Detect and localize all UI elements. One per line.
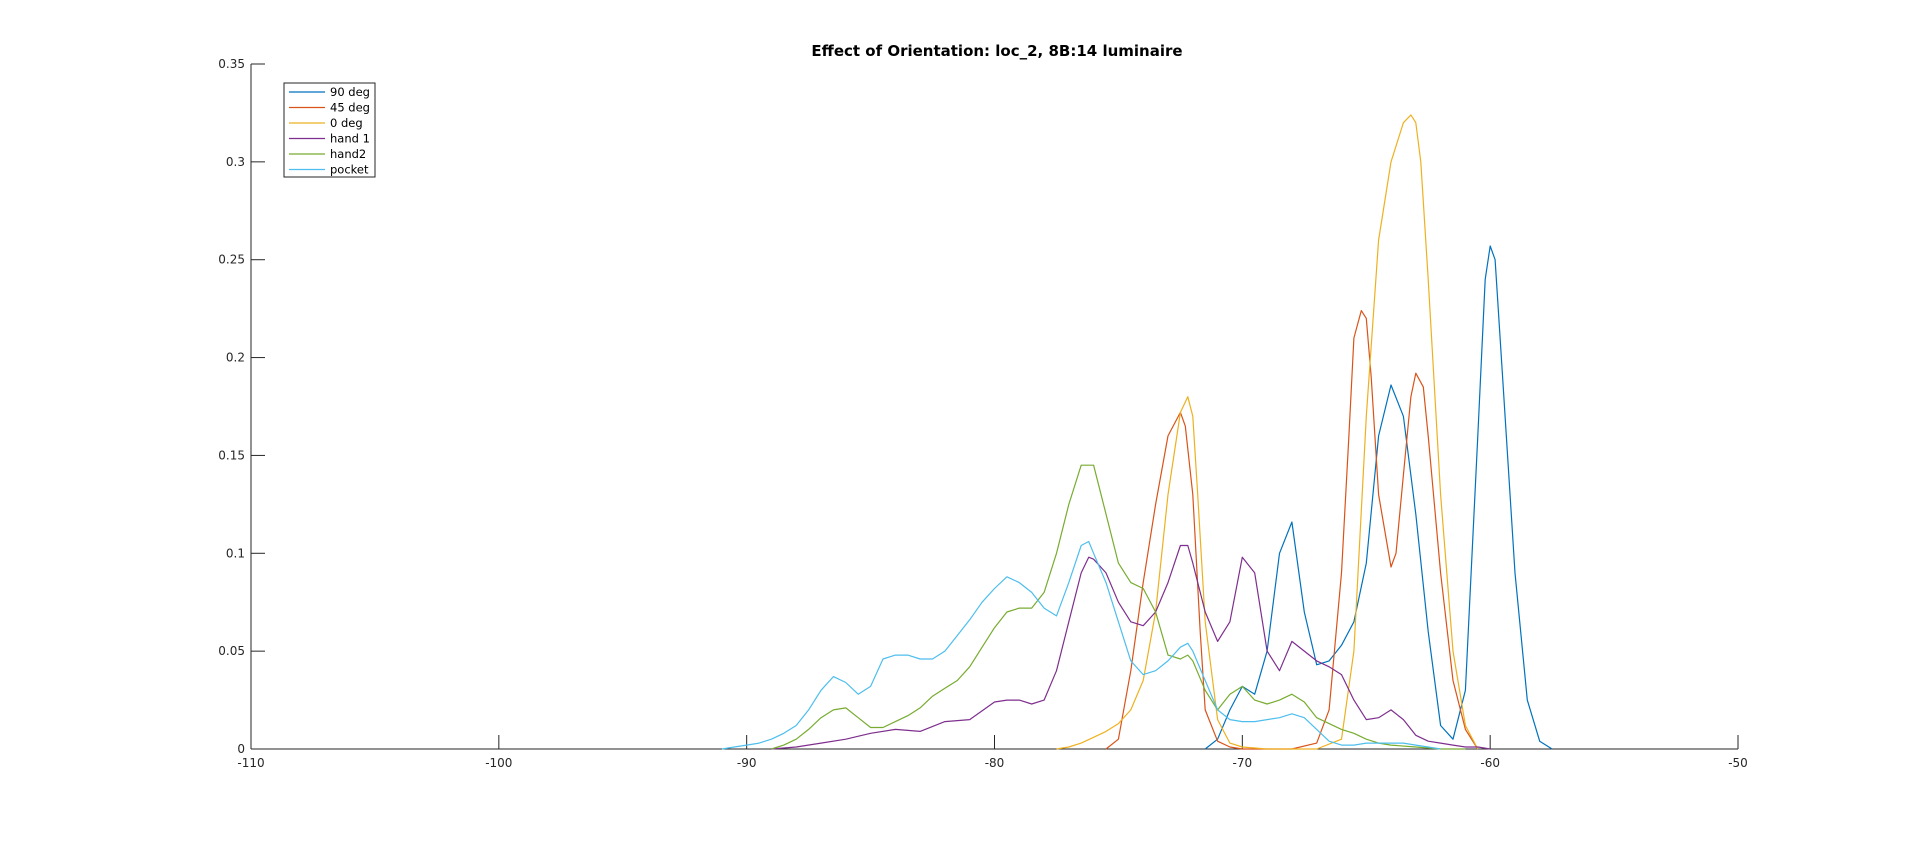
x-tick-label: -110 xyxy=(237,756,264,770)
y-tick-label: 0.15 xyxy=(218,448,245,462)
x-tick-label: -50 xyxy=(1728,756,1748,770)
y-tick-label: 0.1 xyxy=(226,546,245,560)
legend-box xyxy=(283,82,376,178)
y-tick-label: 0.35 xyxy=(218,57,245,71)
legend-label: 0 deg xyxy=(330,116,363,130)
chart-title: Effect of Orientation: loc_2, 8B:14 lumi… xyxy=(811,42,1182,60)
legend-label: hand2 xyxy=(330,147,366,161)
series-lines xyxy=(721,114,1553,750)
legend-label: hand 1 xyxy=(330,132,370,146)
series-line-pocket xyxy=(721,540,1441,750)
x-tick-label: -100 xyxy=(485,756,512,770)
y-tick-label: 0.05 xyxy=(218,644,245,658)
legend-label: 90 deg xyxy=(330,85,370,99)
y-tick-label: 0 xyxy=(237,742,245,756)
series-line-45-deg xyxy=(1105,310,1479,750)
x-axis-ticks: -110 -100 -90 -80 -70 -60 -50 xyxy=(237,735,1748,770)
legend-label: 45 deg xyxy=(330,101,370,115)
series-line-0-deg xyxy=(1056,114,1479,750)
x-tick-label: -70 xyxy=(1233,756,1253,770)
y-axis-ticks: 0 0.05 0.1 0.15 0.2 0.25 0.3 0.35 xyxy=(218,57,265,756)
y-tick-label: 0.25 xyxy=(218,253,245,267)
x-tick-label: -90 xyxy=(737,756,757,770)
y-tick-label: 0.2 xyxy=(226,351,245,365)
y-tick-label: 0.3 xyxy=(226,155,245,169)
plot-area: -110 -100 -90 -80 -70 -60 -50 00.050.10.150.20… xyxy=(218,57,1748,770)
series-line-hand-1 xyxy=(771,544,1491,750)
legend-label: pocket xyxy=(330,163,369,177)
x-tick-label: -60 xyxy=(1480,756,1500,770)
series-line-hand2 xyxy=(771,464,1466,750)
x-tick-label: -80 xyxy=(985,756,1005,770)
